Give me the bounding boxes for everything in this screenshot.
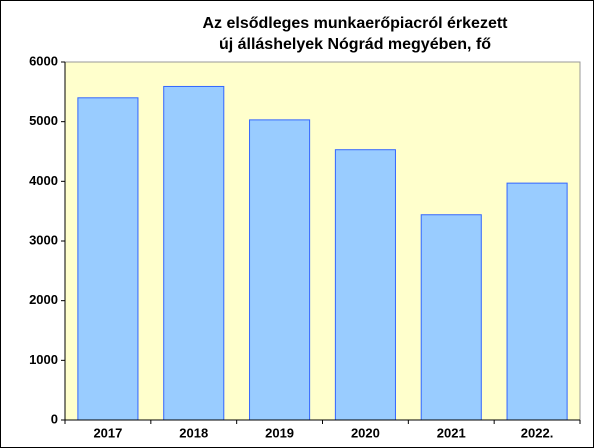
x-tick-label: 2019 bbox=[265, 425, 294, 440]
y-tick-label: 1000 bbox=[29, 352, 58, 367]
y-tick-label: 4000 bbox=[29, 173, 58, 188]
y-tick-label: 2000 bbox=[29, 292, 58, 307]
chart-title: Az elsődleges munkaerőpiacról érkezett bbox=[203, 15, 509, 32]
bar bbox=[249, 119, 311, 421]
bar bbox=[77, 97, 139, 421]
x-tick-label: 2017 bbox=[93, 425, 122, 440]
y-tick-label: 6000 bbox=[29, 53, 58, 68]
x-tick-label: 2018 bbox=[179, 425, 208, 440]
bar bbox=[334, 149, 396, 421]
bar bbox=[163, 85, 225, 421]
y-tick-label: 5000 bbox=[29, 113, 58, 128]
plot-area bbox=[64, 61, 581, 421]
chart-title: új álláshelyek Nógrád megyében, fő bbox=[219, 36, 491, 53]
bar bbox=[506, 182, 568, 421]
y-tick-label: 0 bbox=[51, 411, 58, 426]
bar bbox=[420, 214, 482, 421]
x-tick-label: 2022. bbox=[521, 425, 554, 440]
x-tick-label: 2021 bbox=[437, 425, 466, 440]
y-tick-label: 3000 bbox=[29, 232, 58, 247]
x-tick-label: 2020 bbox=[351, 425, 380, 440]
